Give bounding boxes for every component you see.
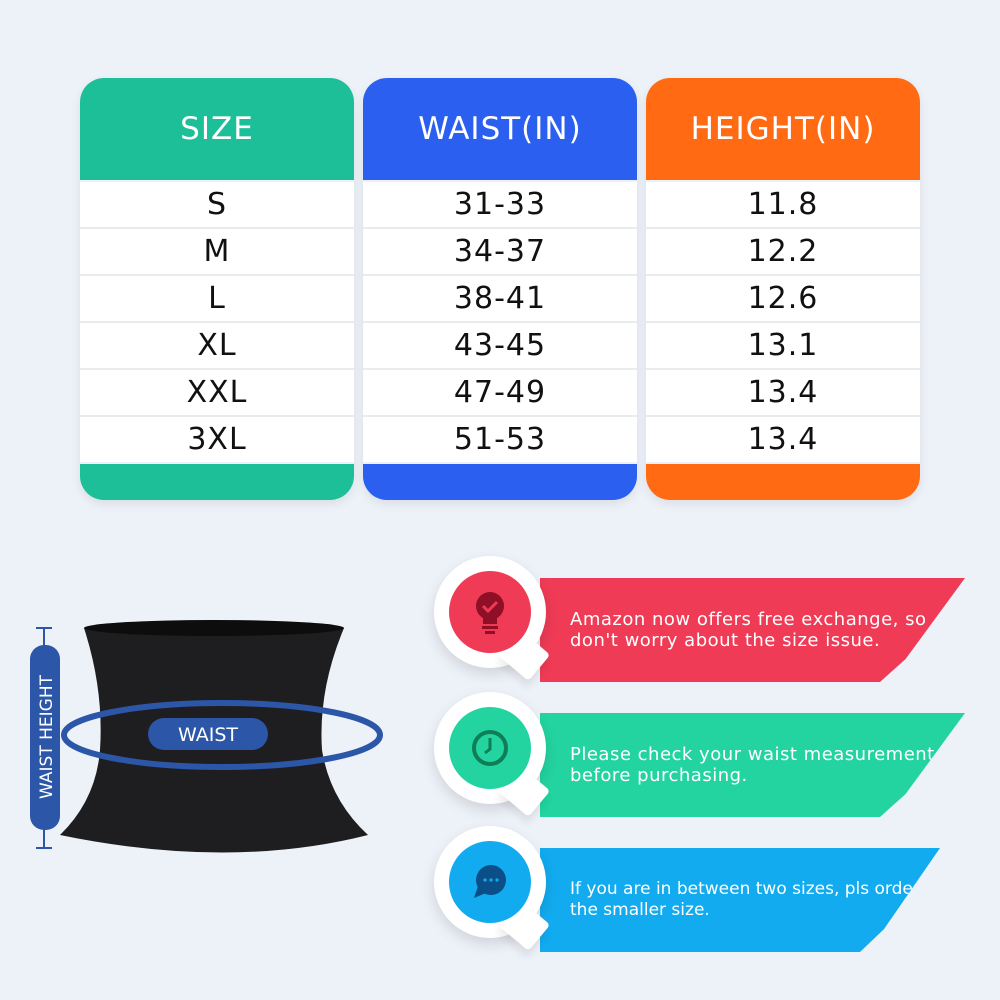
waist-badge (148, 718, 268, 750)
size-cell: XXL (80, 370, 354, 415)
tip-text: before purchasing. (570, 765, 748, 786)
size-cell: XL (80, 323, 354, 368)
tip-icon-ring (434, 556, 546, 668)
waist-cell: 47-49 (363, 370, 637, 415)
tip-order-smaller: If you are in between two sizes, pls ord… (540, 848, 940, 952)
waist-height-label: WAIST HEIGHT (37, 674, 57, 799)
height-cell: 13.4 (646, 417, 920, 462)
waist-cell: 43-45 (363, 323, 637, 368)
chat-bubble-icon (449, 841, 531, 923)
waist-footer (363, 464, 637, 500)
tip-text: don't worry about the size issue. (570, 630, 881, 651)
waist-header: WAIST(IN) (363, 78, 637, 180)
size-cell: M (80, 229, 354, 274)
size-header: SIZE (80, 78, 354, 180)
lightbulb-check-icon (449, 571, 531, 653)
waist-column: WAIST(IN) 31-33 34-37 38-41 43-45 47-49 … (363, 78, 637, 500)
waist-cell: 38-41 (363, 276, 637, 321)
size-cell: S (80, 182, 354, 227)
height-cell: 12.6 (646, 276, 920, 321)
size-column: SIZE S M L XL XXL 3XL (80, 78, 354, 500)
tip-check-measurement: Please check your waist measurement befor… (540, 713, 965, 817)
waist-cell: 31-33 (363, 182, 637, 227)
waist-ring (61, 700, 383, 770)
height-cell: 11.8 (646, 182, 920, 227)
tip-text: Please check your waist measurement (570, 744, 935, 765)
tip-text: If you are in between two sizes, pls ord… (570, 879, 920, 899)
clock-icon (449, 707, 531, 789)
height-header: HEIGHT(IN) (646, 78, 920, 180)
height-column: HEIGHT(IN) 11.8 12.2 12.6 13.1 13.4 13.4 (646, 78, 920, 500)
tip-text: the smaller size. (570, 900, 710, 920)
tip-text: Amazon now offers free exchange, so (570, 609, 927, 630)
tip-free-exchange: Amazon now offers free exchange, so don't… (540, 578, 965, 682)
size-cell: L (80, 276, 354, 321)
height-cell: 13.1 (646, 323, 920, 368)
height-cell: 12.2 (646, 229, 920, 274)
tip-icon-ring (434, 692, 546, 804)
waist-height-badge (30, 645, 60, 830)
height-footer (646, 464, 920, 500)
waist-cell: 34-37 (363, 229, 637, 274)
tip-icon-ring (434, 826, 546, 938)
height-cell: 13.4 (646, 370, 920, 415)
belt-diagram: WAIST WAIST HEIGHT (30, 620, 383, 853)
waist-cell: 51-53 (363, 417, 637, 462)
size-footer (80, 464, 354, 500)
waist-label: WAIST (178, 724, 238, 746)
size-cell: 3XL (80, 417, 354, 462)
